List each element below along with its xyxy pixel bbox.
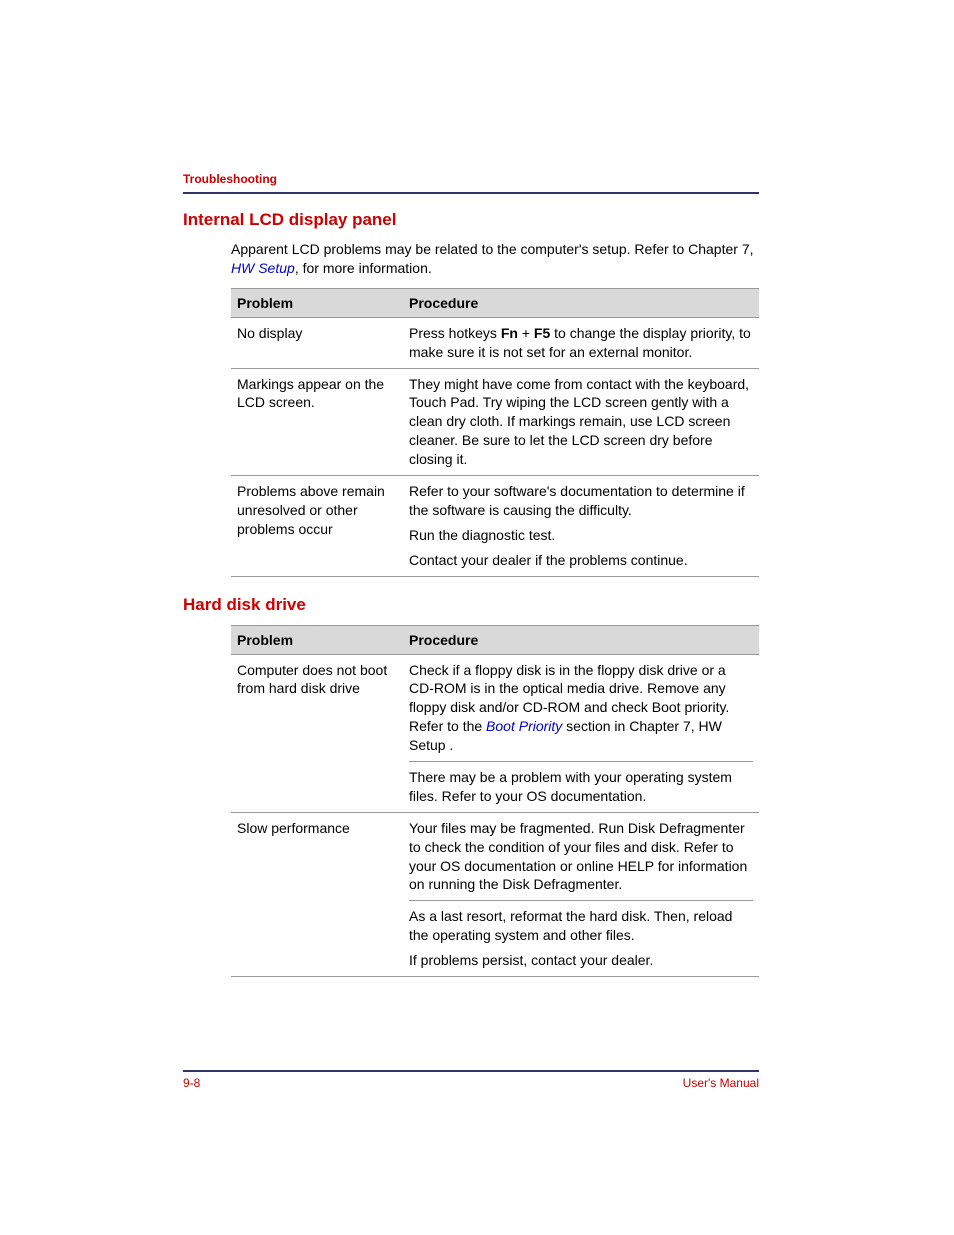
problem-cell: Markings appear on the LCD screen. <box>231 368 403 475</box>
table-header-row: Problem Procedure <box>231 288 759 317</box>
proc-text: There may be a problem with your operati… <box>409 761 753 806</box>
table-row: Slow performance Your files may be fragm… <box>231 812 759 976</box>
proc-text: If problems persist, contact your dealer… <box>409 951 753 970</box>
page-footer: 9-8 User's Manual <box>183 1070 759 1090</box>
table-row: Problems above remain unresolved or othe… <box>231 476 759 577</box>
problem-cell: Slow performance <box>231 812 403 976</box>
link-hw-setup[interactable]: HW Setup <box>231 260 295 276</box>
running-header-title: Troubleshooting <box>183 172 277 186</box>
proc-text: As a last resort, reformat the hard disk… <box>409 900 753 945</box>
proc-text: Your files may be fragmented. Run Disk D… <box>409 819 753 895</box>
proc-text: Check if a floppy disk is in the floppy … <box>409 661 753 755</box>
col-procedure: Procedure <box>403 288 759 317</box>
page-number: 9-8 <box>183 1076 200 1090</box>
link-boot-priority[interactable]: Boot Priority <box>486 718 562 734</box>
lcd-intro: Apparent LCD problems may be related to … <box>231 240 759 278</box>
table-lcd: Problem Procedure No display Press hotke… <box>231 288 759 577</box>
manual-title: User's Manual <box>683 1076 759 1090</box>
table-row: Markings appear on the LCD screen. They … <box>231 368 759 475</box>
table-row: Computer does not boot from hard disk dr… <box>231 654 759 812</box>
col-problem: Problem <box>231 625 403 654</box>
procedure-cell: Refer to your software's documentation t… <box>403 476 759 577</box>
proc-text: Run the diagnostic test. <box>409 526 753 545</box>
page: Troubleshooting Internal LCD display pan… <box>0 0 954 1235</box>
procedure-cell: Press hotkeys Fn + F5 to change the disp… <box>403 317 759 368</box>
key-f5: F5 <box>534 325 550 341</box>
footer-row: 9-8 User's Manual <box>183 1076 759 1090</box>
footer-rule <box>183 1070 759 1072</box>
lcd-intro-pre: Apparent LCD problems may be related to … <box>231 241 754 257</box>
table-row: No display Press hotkeys Fn + F5 to chan… <box>231 317 759 368</box>
procedure-cell: Check if a floppy disk is in the floppy … <box>403 654 759 812</box>
proc-text: Press hotkeys <box>409 325 501 341</box>
problem-cell: Computer does not boot from hard disk dr… <box>231 654 403 812</box>
proc-text: Refer to your software's documentation t… <box>409 482 753 520</box>
proc-text: Contact your dealer if the problems cont… <box>409 551 753 570</box>
proc-text: + <box>518 325 534 341</box>
running-header: Troubleshooting <box>183 170 759 194</box>
procedure-cell: They might have come from contact with t… <box>403 368 759 475</box>
table-header-row: Problem Procedure <box>231 625 759 654</box>
key-fn: Fn <box>501 325 518 341</box>
table-hdd: Problem Procedure Computer does not boot… <box>231 625 759 977</box>
lcd-intro-post: , for more information. <box>295 260 432 276</box>
procedure-cell: Your files may be fragmented. Run Disk D… <box>403 812 759 976</box>
col-procedure: Procedure <box>403 625 759 654</box>
section-title-hdd: Hard disk drive <box>183 595 759 615</box>
problem-cell: No display <box>231 317 403 368</box>
content: Internal LCD display panel Apparent LCD … <box>183 210 759 977</box>
problem-cell: Problems above remain unresolved or othe… <box>231 476 403 577</box>
header-rule <box>183 192 759 194</box>
col-problem: Problem <box>231 288 403 317</box>
section-title-lcd: Internal LCD display panel <box>183 210 759 230</box>
